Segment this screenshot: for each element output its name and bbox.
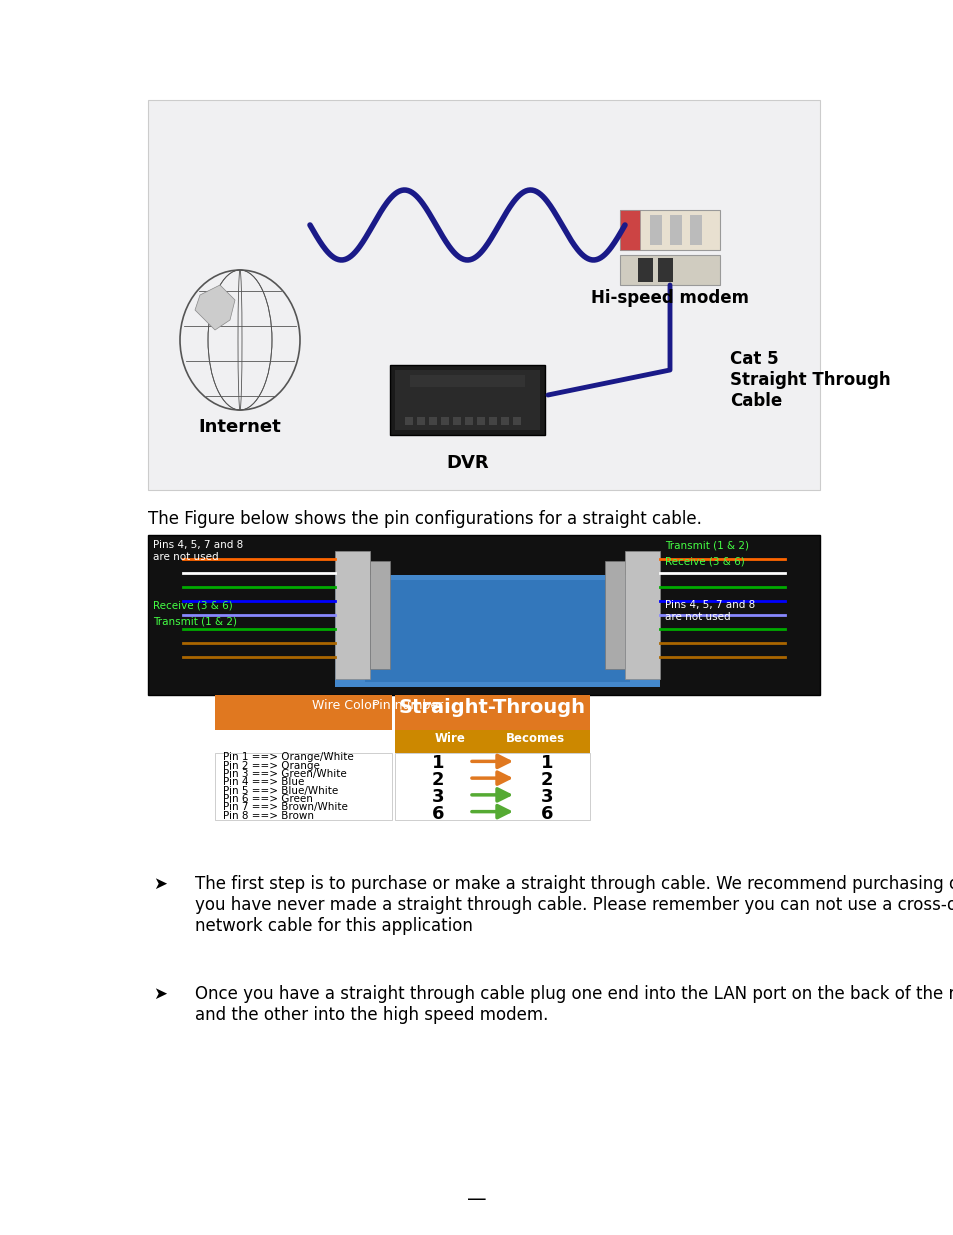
Polygon shape (194, 285, 234, 330)
Text: 1: 1 (540, 755, 553, 772)
Bar (500, 417, 509, 425)
Bar (335, 576, 659, 687)
Text: 3: 3 (540, 788, 553, 806)
Text: Receive (3 & 6): Receive (3 & 6) (664, 557, 744, 567)
Text: Transmit (1 & 2): Transmit (1 & 2) (664, 540, 748, 550)
Text: Pin 2 ==> Orange: Pin 2 ==> Orange (223, 761, 319, 771)
Bar (395, 730, 589, 753)
Text: The first step is to purchase or make a straight through cable. We recommend pur: The first step is to purchase or make a … (194, 876, 953, 935)
Bar (390, 366, 544, 435)
Text: Internet: Internet (198, 417, 281, 436)
Text: Pin 4 ==> Blue: Pin 4 ==> Blue (223, 777, 304, 788)
Text: Pins 4, 5, 7 and 8
are not used: Pins 4, 5, 7 and 8 are not used (152, 540, 243, 562)
Text: 6: 6 (431, 805, 444, 823)
Bar (148, 100, 820, 490)
Bar (669, 215, 681, 245)
Text: Cat 5
Straight Through
Cable: Cat 5 Straight Through Cable (729, 350, 890, 410)
Bar (395, 370, 539, 430)
Text: Wire: Wire (434, 732, 464, 745)
Text: Once you have a straight through cable plug one end into the LAN port on the bac: Once you have a straight through cable p… (194, 986, 953, 1024)
Bar (214, 695, 392, 730)
Bar (638, 258, 652, 282)
Bar (148, 535, 820, 695)
Bar (619, 210, 639, 249)
Text: Pin 7 ==> Brown/White: Pin 7 ==> Brown/White (223, 803, 348, 813)
Bar (619, 210, 720, 249)
Text: Pin 5 ==> Blue/White: Pin 5 ==> Blue/White (223, 785, 338, 795)
Bar (453, 417, 460, 425)
Bar (619, 254, 720, 285)
Text: Becomes: Becomes (505, 732, 564, 745)
Text: Hi-speed modem: Hi-speed modem (590, 289, 748, 308)
Text: ➤: ➤ (152, 876, 167, 893)
Bar (658, 258, 672, 282)
Bar (395, 753, 589, 820)
Bar (214, 753, 392, 820)
Text: Pin 1 ==> Orange/White: Pin 1 ==> Orange/White (223, 752, 354, 762)
Bar (476, 417, 484, 425)
Bar (649, 215, 661, 245)
Text: Receive (3 & 6): Receive (3 & 6) (152, 600, 233, 610)
Bar (624, 551, 659, 679)
Bar (416, 417, 424, 425)
Text: Pin number: Pin number (372, 699, 442, 713)
Text: DVR: DVR (446, 454, 489, 472)
Bar (489, 417, 497, 425)
Text: The Figure below shows the pin configurations for a straight cable.: The Figure below shows the pin configura… (148, 510, 701, 529)
Text: 6: 6 (540, 805, 553, 823)
Bar (513, 417, 520, 425)
Text: Pin 6 ==> Green: Pin 6 ==> Green (223, 794, 313, 804)
Bar (395, 695, 589, 730)
Bar (405, 417, 413, 425)
Bar (464, 417, 473, 425)
Bar (410, 375, 524, 387)
Text: 3: 3 (431, 788, 444, 806)
Text: Pin 3 ==> Green/White: Pin 3 ==> Green/White (223, 769, 346, 779)
Text: Straight-Through: Straight-Through (398, 698, 585, 718)
Bar (370, 561, 390, 669)
Text: —: — (467, 1191, 486, 1209)
Text: ➤: ➤ (152, 986, 167, 1003)
Text: Wire Color: Wire Color (312, 699, 376, 713)
Bar (429, 417, 436, 425)
Text: Pin 8 ==> Brown: Pin 8 ==> Brown (223, 811, 314, 821)
Text: Transmit (1 & 2): Transmit (1 & 2) (152, 618, 236, 627)
Text: Pins 4, 5, 7 and 8
are not used: Pins 4, 5, 7 and 8 are not used (664, 600, 755, 621)
Bar (604, 561, 624, 669)
Text: 1: 1 (431, 755, 444, 772)
Text: 2: 2 (540, 771, 553, 789)
Text: 2: 2 (431, 771, 444, 789)
Bar (689, 215, 701, 245)
Bar (440, 417, 449, 425)
Bar (365, 580, 629, 682)
Bar (335, 551, 370, 679)
